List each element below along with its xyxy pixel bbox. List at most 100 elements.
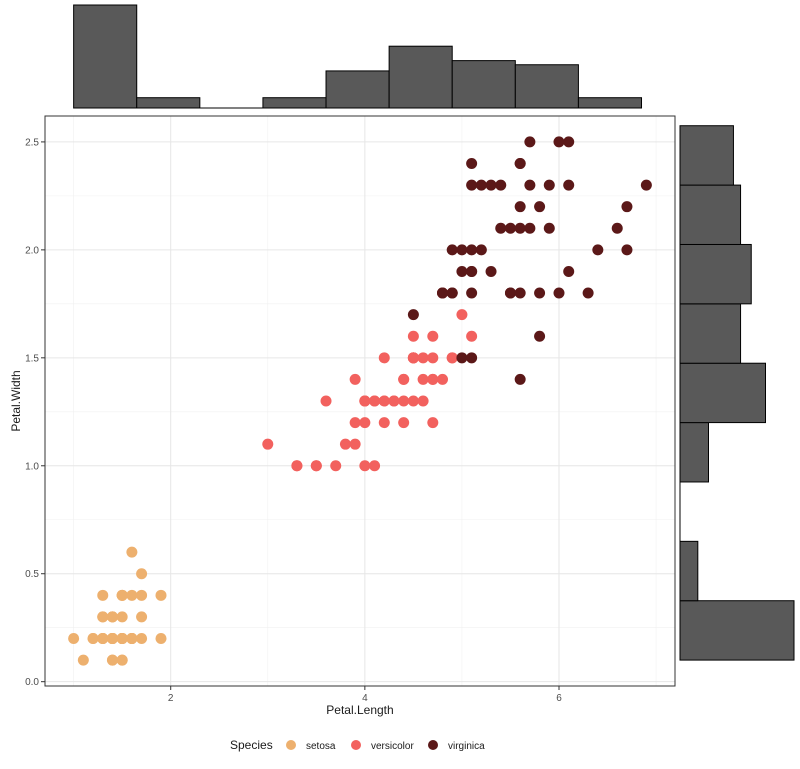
point-setosa <box>106 611 118 623</box>
point-virginica <box>456 244 468 256</box>
point-virginica <box>456 352 468 364</box>
point-versicolor <box>339 438 351 450</box>
point-virginica <box>621 244 633 256</box>
point-virginica <box>534 287 546 299</box>
point-versicolor <box>359 417 371 429</box>
point-setosa <box>136 589 148 601</box>
scatter-points <box>68 136 652 666</box>
point-versicolor <box>427 352 439 364</box>
point-virginica <box>563 265 575 277</box>
point-setosa <box>116 611 128 623</box>
point-virginica <box>621 201 633 213</box>
point-virginica <box>524 222 536 234</box>
legend-label-setosa: setosa <box>306 741 336 752</box>
point-versicolor <box>427 373 439 385</box>
y-tick-label: 2.5 <box>25 137 39 148</box>
point-setosa <box>116 654 128 666</box>
point-versicolor <box>398 395 410 407</box>
x-tick-label: 2 <box>168 693 174 704</box>
point-virginica <box>514 373 526 385</box>
point-versicolor <box>378 417 390 429</box>
point-versicolor <box>427 330 439 342</box>
point-versicolor <box>262 438 274 450</box>
point-setosa <box>106 654 118 666</box>
point-virginica <box>456 265 468 277</box>
point-versicolor <box>417 352 429 364</box>
point-versicolor <box>407 352 419 364</box>
point-versicolor <box>310 460 322 472</box>
point-virginica <box>534 201 546 213</box>
point-setosa <box>116 589 128 601</box>
top-hist-bar <box>262 97 327 109</box>
point-virginica <box>446 244 458 256</box>
y-tick-label: 1.0 <box>25 461 39 472</box>
point-virginica <box>495 222 507 234</box>
point-virginica <box>485 265 497 277</box>
point-virginica <box>563 179 575 191</box>
top-marginal-histogram <box>73 4 643 109</box>
top-hist-bar <box>325 70 390 109</box>
legend: Species setosa versicolor virginica <box>230 738 485 752</box>
point-virginica <box>475 179 487 191</box>
point-virginica <box>543 179 555 191</box>
y-tick-label: 2.0 <box>25 245 39 256</box>
point-virginica <box>466 287 478 299</box>
right-hist-bar <box>679 243 752 305</box>
point-setosa <box>87 633 99 644</box>
point-virginica <box>534 330 546 342</box>
point-setosa <box>97 611 109 623</box>
point-versicolor <box>359 460 371 472</box>
point-virginica <box>466 352 478 364</box>
point-virginica <box>640 179 652 191</box>
point-setosa <box>116 633 128 644</box>
point-versicolor <box>446 352 458 364</box>
point-versicolor <box>417 373 429 385</box>
top-hist-bar <box>577 97 643 109</box>
y-axis-title: Petal.Width <box>9 370 23 431</box>
x-axis: 2 4 6 <box>168 686 562 704</box>
point-versicolor <box>359 395 371 407</box>
point-virginica <box>495 179 507 191</box>
top-hist-bar <box>73 4 138 109</box>
point-virginica <box>466 265 478 277</box>
point-setosa <box>126 546 138 558</box>
legend-label-versicolor: versicolor <box>371 741 414 752</box>
point-virginica <box>592 244 604 256</box>
right-hist-bar <box>679 422 709 483</box>
point-virginica <box>514 287 526 299</box>
point-virginica <box>437 287 449 299</box>
top-hist-bar <box>136 97 201 109</box>
point-setosa <box>97 589 109 601</box>
point-versicolor <box>388 395 400 407</box>
point-virginica <box>475 244 487 256</box>
point-versicolor <box>407 330 419 342</box>
point-setosa <box>126 633 138 644</box>
point-virginica <box>504 222 516 234</box>
x-tick-label: 4 <box>362 693 368 704</box>
point-virginica <box>514 222 526 234</box>
point-versicolor <box>398 373 410 385</box>
point-versicolor <box>407 395 419 407</box>
right-marginal-histogram <box>679 125 795 661</box>
legend-title: Species <box>230 738 273 752</box>
point-virginica <box>582 287 594 299</box>
point-setosa <box>126 589 138 601</box>
point-versicolor <box>427 417 439 429</box>
point-versicolor <box>437 373 449 385</box>
panel-border <box>44 115 676 687</box>
x-axis-title: Petal.Length <box>326 703 393 717</box>
point-setosa <box>155 633 167 644</box>
right-hist-bar <box>679 362 766 424</box>
y-tick-label: 0.5 <box>25 569 39 580</box>
point-virginica <box>514 201 526 213</box>
point-setosa <box>155 589 167 601</box>
point-setosa <box>77 654 89 666</box>
point-virginica <box>504 287 516 299</box>
point-versicolor <box>320 395 332 407</box>
legend-key-versicolor <box>351 740 361 750</box>
point-virginica <box>553 136 565 148</box>
right-hist-bar <box>679 184 742 245</box>
point-setosa <box>97 633 109 644</box>
right-hist-bar <box>679 540 699 602</box>
